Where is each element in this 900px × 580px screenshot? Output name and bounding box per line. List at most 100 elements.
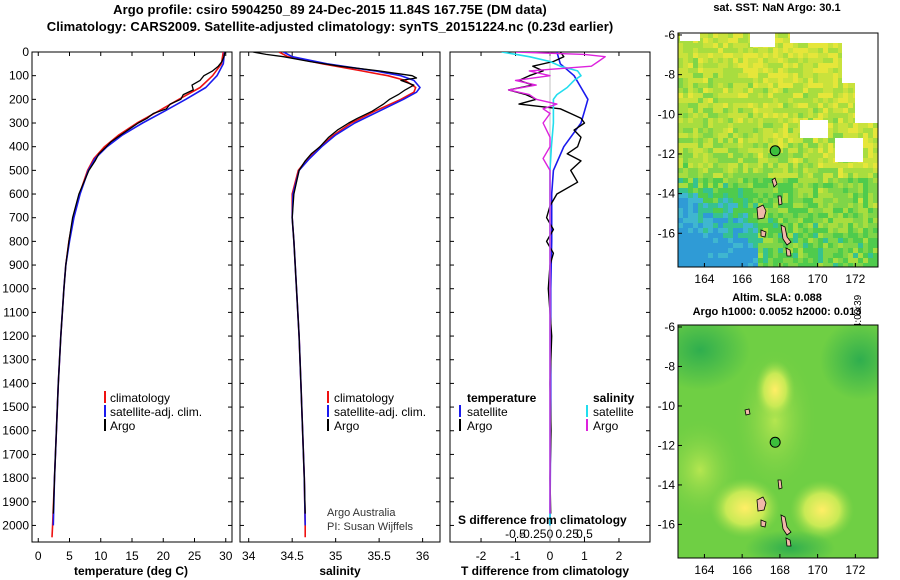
sst-cell: [693, 108, 698, 113]
sst-cell: [748, 193, 753, 198]
sst-cell: [873, 223, 878, 228]
sst-cell: [758, 78, 763, 83]
sst-cell: [708, 263, 713, 267]
sst-cell: [753, 208, 758, 213]
sst-cell: [848, 243, 853, 248]
sst-cell: [763, 48, 768, 53]
sst-cell: [853, 163, 858, 168]
sst-cell: [758, 233, 763, 238]
sst-cell: [843, 168, 848, 173]
sst-cell: [713, 213, 718, 218]
depth-tick-label: 0: [22, 45, 29, 59]
sst-cell: [683, 68, 688, 73]
sst-cell: [808, 158, 813, 163]
sst-cell: [803, 248, 808, 253]
sst-cell: [723, 253, 728, 258]
sst-cell: [753, 198, 758, 203]
sst-cell: [723, 53, 728, 58]
sst-cell: [773, 248, 778, 253]
sst-cell: [713, 43, 718, 48]
sst-cell: [723, 43, 728, 48]
sst-argo-marker: [769, 145, 781, 157]
sst-cell: [683, 78, 688, 83]
depth-tick-label: 500: [9, 163, 29, 177]
sst-cell: [733, 193, 738, 198]
sst-cell: [678, 213, 683, 218]
sst-cell: [748, 263, 753, 267]
sst-cell: [748, 63, 753, 68]
sst-cell: [698, 63, 703, 68]
map-lon-label: 168: [770, 272, 790, 286]
sst-cell: [713, 188, 718, 193]
sst-cell: [868, 203, 873, 208]
depth-tick-label: 700: [9, 211, 29, 225]
sst-cell: [838, 163, 843, 168]
sst-cell: [698, 218, 703, 223]
sst-cell: [788, 243, 793, 248]
sst-cell: [868, 238, 873, 243]
sst-cell: [833, 128, 838, 133]
sst-cell: [683, 108, 688, 113]
sst-cell: [813, 153, 818, 158]
sst-cell: [848, 233, 853, 238]
salinity-plot-frame: [239, 51, 441, 543]
sst-cell: [728, 48, 733, 53]
sst-cell: [748, 223, 753, 228]
sst-cell: [768, 233, 773, 238]
sst-cell: [813, 148, 818, 153]
sst-cell: [733, 208, 738, 213]
sst-cell: [788, 73, 793, 78]
sst-cell: [773, 118, 778, 123]
sst-cell: [678, 208, 683, 213]
sst-cell: [818, 103, 823, 108]
sst-cell: [738, 203, 743, 208]
sst-cell: [753, 233, 758, 238]
sst-cell: [768, 153, 773, 158]
sst-cell: [793, 123, 798, 128]
sst-cell: [783, 48, 788, 53]
sst-cell: [703, 48, 708, 53]
sst-cell: [703, 153, 708, 158]
sst-cell: [743, 183, 748, 188]
sst-cell: [768, 138, 773, 143]
sst-cell: [723, 178, 728, 183]
sst-cell: [758, 248, 763, 253]
sst-cell: [808, 148, 813, 153]
sst-cell: [803, 193, 808, 198]
sst-cell: [783, 243, 788, 248]
sst-cell: [708, 133, 713, 138]
sst-cell: [783, 43, 788, 48]
sst-cell: [783, 83, 788, 88]
sst-cell: [868, 228, 873, 233]
sst-cell: [703, 173, 708, 178]
sst-cell: [703, 193, 708, 198]
sst-cell: [788, 98, 793, 103]
sst-cell: [718, 38, 723, 43]
sst-cell: [813, 63, 818, 68]
sst-cell: [728, 98, 733, 103]
sst-cell: [848, 173, 853, 178]
sst-cell: [708, 48, 713, 53]
sst-cell: [858, 183, 863, 188]
sst-cell: [748, 173, 753, 178]
sst-cell: [783, 253, 788, 258]
sst-cell: [823, 88, 828, 93]
sst-cell: [798, 238, 803, 243]
sst-cell: [843, 228, 848, 233]
sst-cell: [743, 53, 748, 58]
sst-cell: [703, 108, 708, 113]
sst-cell: [683, 143, 688, 148]
sst-cell: [843, 198, 848, 203]
sst-cell: [778, 133, 783, 138]
sst-cell: [738, 48, 743, 53]
sst-cell: [753, 183, 758, 188]
sst-cell: [778, 73, 783, 78]
sst-cell: [678, 83, 683, 88]
sst-cell: [743, 213, 748, 218]
sst-cell: [773, 198, 778, 203]
sst-cell: [738, 158, 743, 163]
sst-cell: [773, 193, 778, 198]
sst-cell: [818, 88, 823, 93]
island-1: [756, 496, 767, 512]
sst-cell: [683, 113, 688, 118]
